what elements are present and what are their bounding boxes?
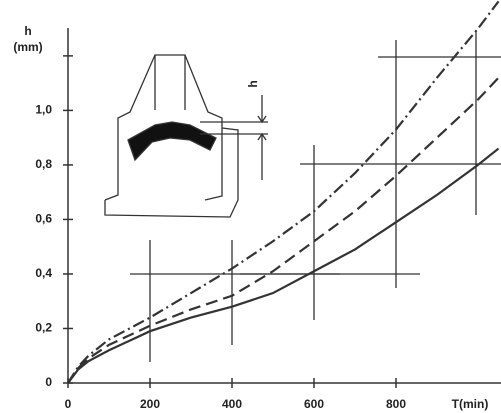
x-tick-label: 400: [222, 397, 242, 411]
y-tick-label: 0,2: [35, 321, 52, 335]
x-tick-label: 0: [65, 397, 72, 411]
crosshairs: [130, 30, 501, 362]
inset-diagram: [104, 54, 268, 218]
y-tick-label: 0,6: [35, 212, 52, 226]
y-tick-label: 0: [45, 375, 52, 389]
x-axis-label: T(min): [452, 397, 489, 411]
y-axis-label: h: [24, 24, 31, 38]
line-series: [67, 147, 500, 384]
line-series: [67, 0, 500, 384]
x-tick-label: 800: [386, 397, 406, 411]
inset-label: h: [246, 80, 260, 87]
x-tick-label: 200: [140, 397, 160, 411]
y-tick-label: 0,8: [35, 157, 52, 171]
x-tick-label: 600: [304, 397, 324, 411]
y-tick-label: 1,0: [35, 103, 52, 117]
line-series: [67, 76, 500, 384]
y-tick-label: 0,4: [35, 266, 52, 280]
y-axis-unit: (mm): [13, 40, 42, 54]
